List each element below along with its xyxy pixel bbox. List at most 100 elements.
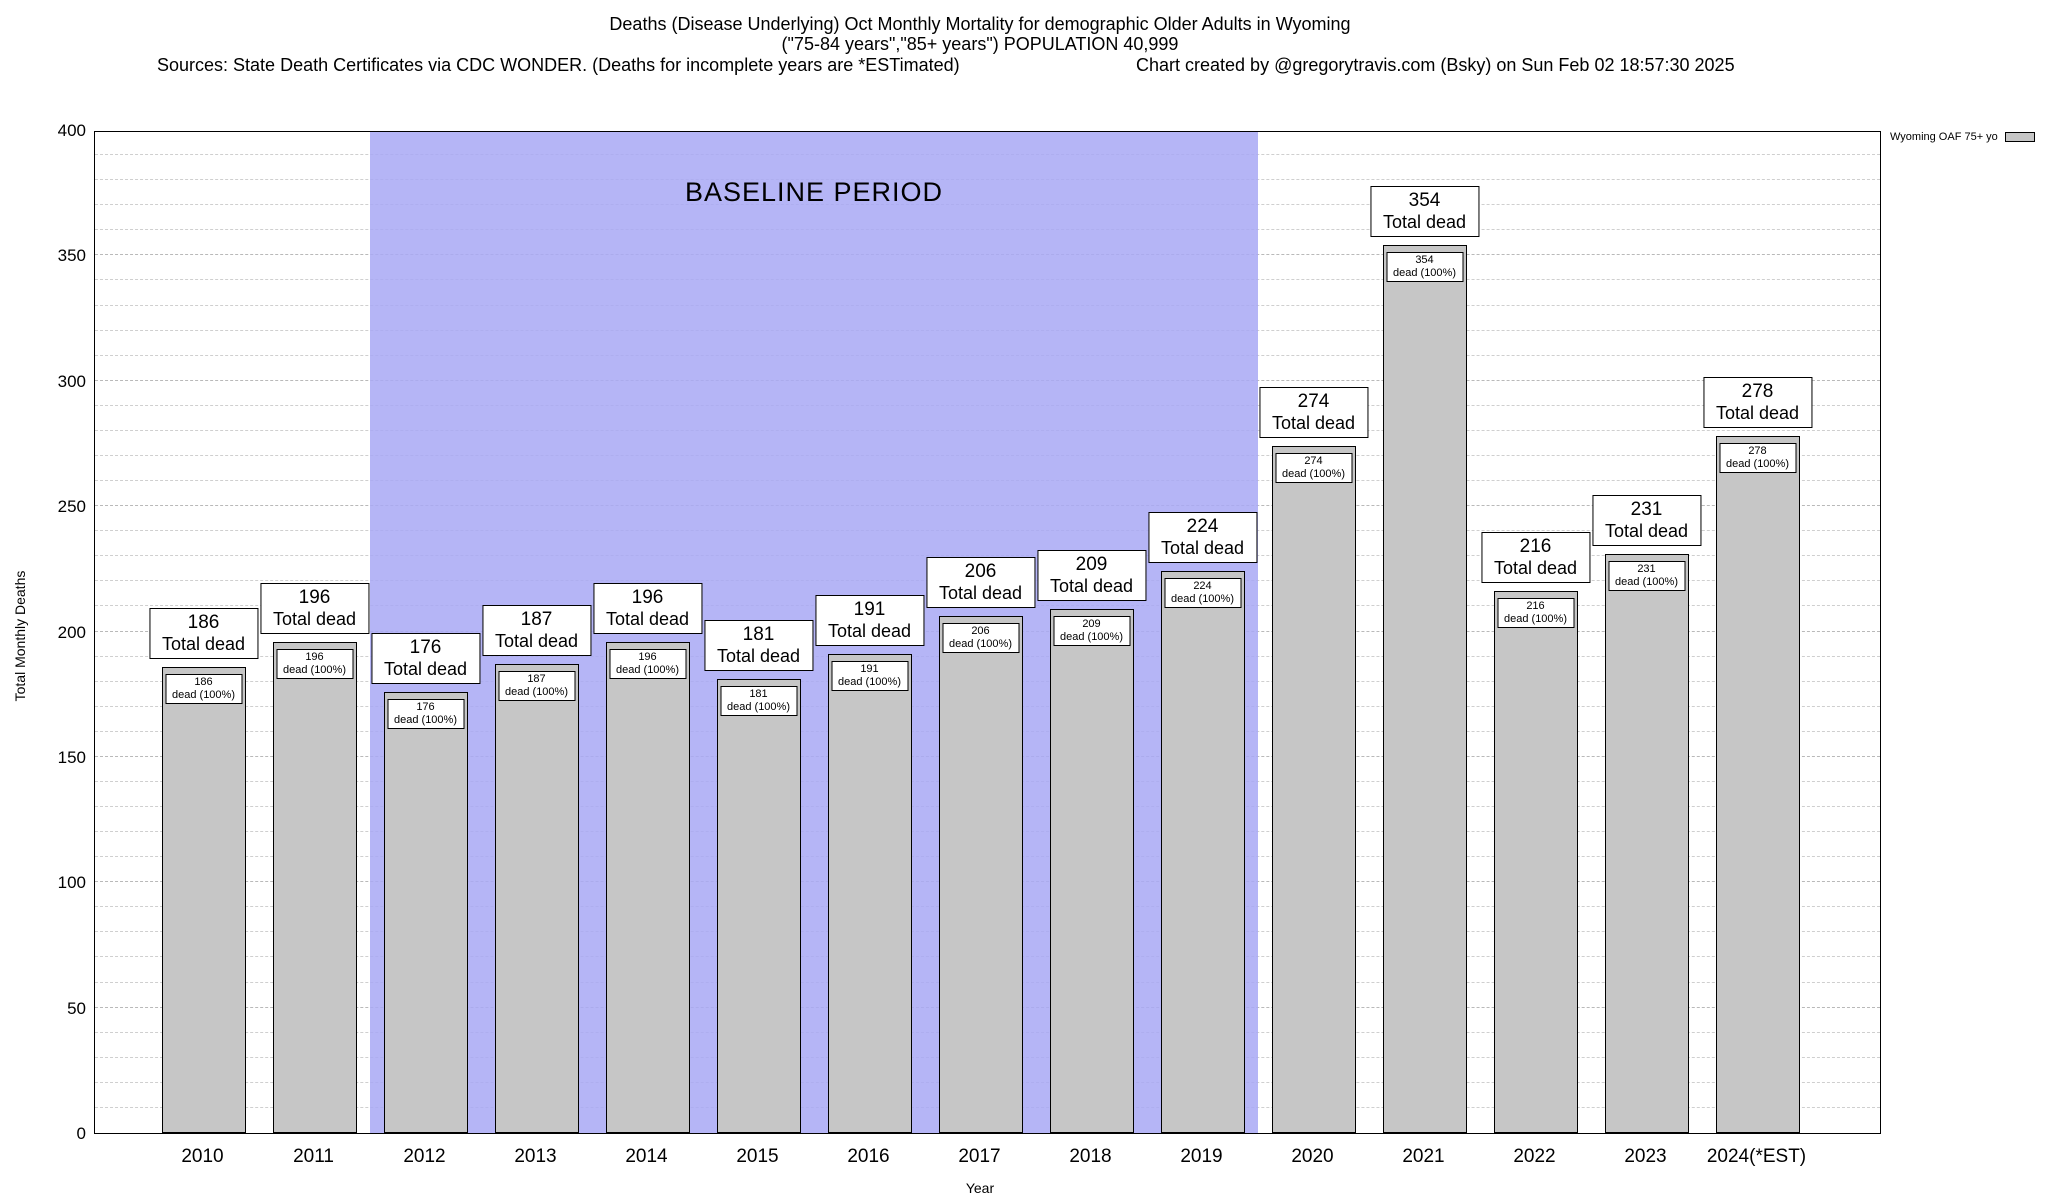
bar-inner-value: 191 xyxy=(860,663,879,676)
bar-inner-label: 206 dead (100%) xyxy=(942,623,1019,654)
bar-inner-label: 181 dead (100%) xyxy=(720,686,797,717)
bar-total-text: Total dead xyxy=(716,646,801,667)
bar-total-text: Total dead xyxy=(827,621,912,642)
bar-inner-label: 354 dead (100%) xyxy=(1386,252,1463,283)
bar-total-label: 196 Total dead xyxy=(259,582,370,634)
bar-inner-text: dead (100%) xyxy=(949,638,1012,651)
x-tick-label: 2013 xyxy=(514,1146,557,1167)
bar xyxy=(1382,245,1467,1133)
x-axis-ticks: 2010 2011 2012 2013 2014 2015 2016 2017 2018 2019… xyxy=(94,1146,1881,1172)
bar-inner-value: 206 xyxy=(971,625,990,638)
bar-inner-text: dead (100%) xyxy=(172,688,235,701)
bar-total-value: 216 xyxy=(1519,536,1552,558)
x-tick-label: 2024(*EST) xyxy=(1706,1146,1807,1167)
bar-total-value: 186 xyxy=(187,611,220,633)
y-tick-label: 100 xyxy=(57,873,86,893)
bar-inner-label: 186 dead (100%) xyxy=(165,673,242,704)
bar xyxy=(1604,553,1689,1133)
x-tick-label: 2021 xyxy=(1402,1146,1445,1167)
bar-inner-text: dead (100%) xyxy=(1615,575,1678,588)
y-tick-label: 350 xyxy=(57,246,86,266)
credit-note: Chart created by @gregorytravis.com (Bsk… xyxy=(1136,55,1735,75)
bar-inner-value: 187 xyxy=(527,673,546,686)
bar-total-label: 274 Total dead xyxy=(1258,386,1369,438)
bar-total-text: Total dead xyxy=(938,583,1023,604)
bar-total-value: 274 xyxy=(1297,390,1330,412)
bar-inner-label: 274 dead (100%) xyxy=(1275,452,1352,483)
bar-total-label: 176 Total dead xyxy=(370,632,481,684)
bar-total-value: 224 xyxy=(1186,516,1219,538)
bar-inner-label: 191 dead (100%) xyxy=(831,661,908,692)
x-tick-label: 2022 xyxy=(1513,1146,1556,1167)
bar-inner-value: 209 xyxy=(1082,617,1101,630)
bar-inner-value: 181 xyxy=(749,688,768,701)
x-tick-label: 2011 xyxy=(293,1146,334,1167)
x-tick-label: 2015 xyxy=(736,1146,779,1167)
bar-total-text: Total dead xyxy=(383,658,468,679)
x-tick-label: 2020 xyxy=(1291,1146,1334,1167)
bar xyxy=(1493,591,1578,1133)
bar-total-value: 191 xyxy=(853,599,886,621)
bar-inner-text: dead (100%) xyxy=(838,676,901,689)
sources-note: Sources: State Death Certificates via CD… xyxy=(157,55,960,75)
bar-total-text: Total dead xyxy=(1160,538,1245,559)
bar-inner-label: 209 dead (100%) xyxy=(1053,615,1130,646)
bar-total-label: 278 Total dead xyxy=(1702,376,1813,428)
plot-area: BASELINE PERIOD 186 Total dead 186 dead (100… xyxy=(94,131,1881,1134)
bar-total-value: 196 xyxy=(298,586,331,608)
bar-total-label: 224 Total dead xyxy=(1147,512,1258,564)
bar-total-label: 196 Total dead xyxy=(592,582,703,634)
bar xyxy=(938,616,1023,1133)
bar-total-text: Total dead xyxy=(1049,575,1134,596)
x-tick-label: 2019 xyxy=(1180,1146,1223,1167)
x-tick-label: 2014 xyxy=(625,1146,668,1167)
y-tick-label: 250 xyxy=(57,497,86,517)
x-tick-label: 2012 xyxy=(403,1146,446,1167)
bar-inner-value: 186 xyxy=(194,675,213,688)
bar-total-text: Total dead xyxy=(1271,412,1356,433)
x-tick-label: 2023 xyxy=(1624,1146,1667,1167)
bar-inner-text: dead (100%) xyxy=(727,701,790,714)
bar-inner-value: 196 xyxy=(305,650,324,663)
bar-total-value: 181 xyxy=(742,624,775,646)
y-tick-label: 300 xyxy=(57,371,86,391)
bar-inner-text: dead (100%) xyxy=(1282,467,1345,480)
bar-total-text: Total dead xyxy=(272,608,357,629)
bar-total-label: 187 Total dead xyxy=(481,605,592,657)
bar-total-text: Total dead xyxy=(1493,558,1578,579)
bar-total-label: 181 Total dead xyxy=(703,620,814,672)
bar-inner-label: 196 dead (100%) xyxy=(276,648,353,679)
bar xyxy=(1160,571,1245,1133)
bar xyxy=(827,654,912,1133)
bar-inner-label: 216 dead (100%) xyxy=(1497,598,1574,629)
bar-total-label: 216 Total dead xyxy=(1480,532,1591,584)
bar-total-value: 278 xyxy=(1741,380,1774,402)
bar-total-value: 206 xyxy=(964,561,997,583)
bar-inner-label: 224 dead (100%) xyxy=(1164,578,1241,609)
y-tick-label: 200 xyxy=(57,622,86,642)
bar xyxy=(1271,445,1356,1133)
y-tick-label: 0 xyxy=(76,1124,86,1143)
bar-total-text: Total dead xyxy=(1715,402,1800,423)
bar-total-value: 176 xyxy=(409,636,442,658)
bar xyxy=(605,641,690,1133)
bar xyxy=(272,641,357,1133)
bar-total-text: Total dead xyxy=(494,631,579,652)
legend-label: Wyoming OAF 75+ yo xyxy=(1890,131,1998,143)
bar-inner-text: dead (100%) xyxy=(394,713,457,726)
legend: Wyoming OAF 75+ yo xyxy=(1890,131,2035,143)
bar-inner-label: 278 dead (100%) xyxy=(1719,442,1796,473)
legend-swatch-icon xyxy=(2004,132,2035,142)
bar-inner-label: 176 dead (100%) xyxy=(387,698,464,729)
bar-total-text: Total dead xyxy=(1382,212,1467,233)
bar-inner-text: dead (100%) xyxy=(1393,267,1456,280)
bar-total-label: 231 Total dead xyxy=(1591,494,1702,546)
bar xyxy=(383,691,468,1133)
bar-inner-label: 231 dead (100%) xyxy=(1608,560,1685,591)
bar-total-value: 354 xyxy=(1408,190,1441,212)
y-axis-ticks: 0 50 100 150 200 250 300 350 400 xyxy=(0,121,86,1143)
bar-total-text: Total dead xyxy=(161,633,246,654)
bar-total-label: 186 Total dead xyxy=(148,607,259,659)
x-tick-label: 2016 xyxy=(847,1146,890,1167)
bar-inner-value: 274 xyxy=(1304,454,1323,467)
